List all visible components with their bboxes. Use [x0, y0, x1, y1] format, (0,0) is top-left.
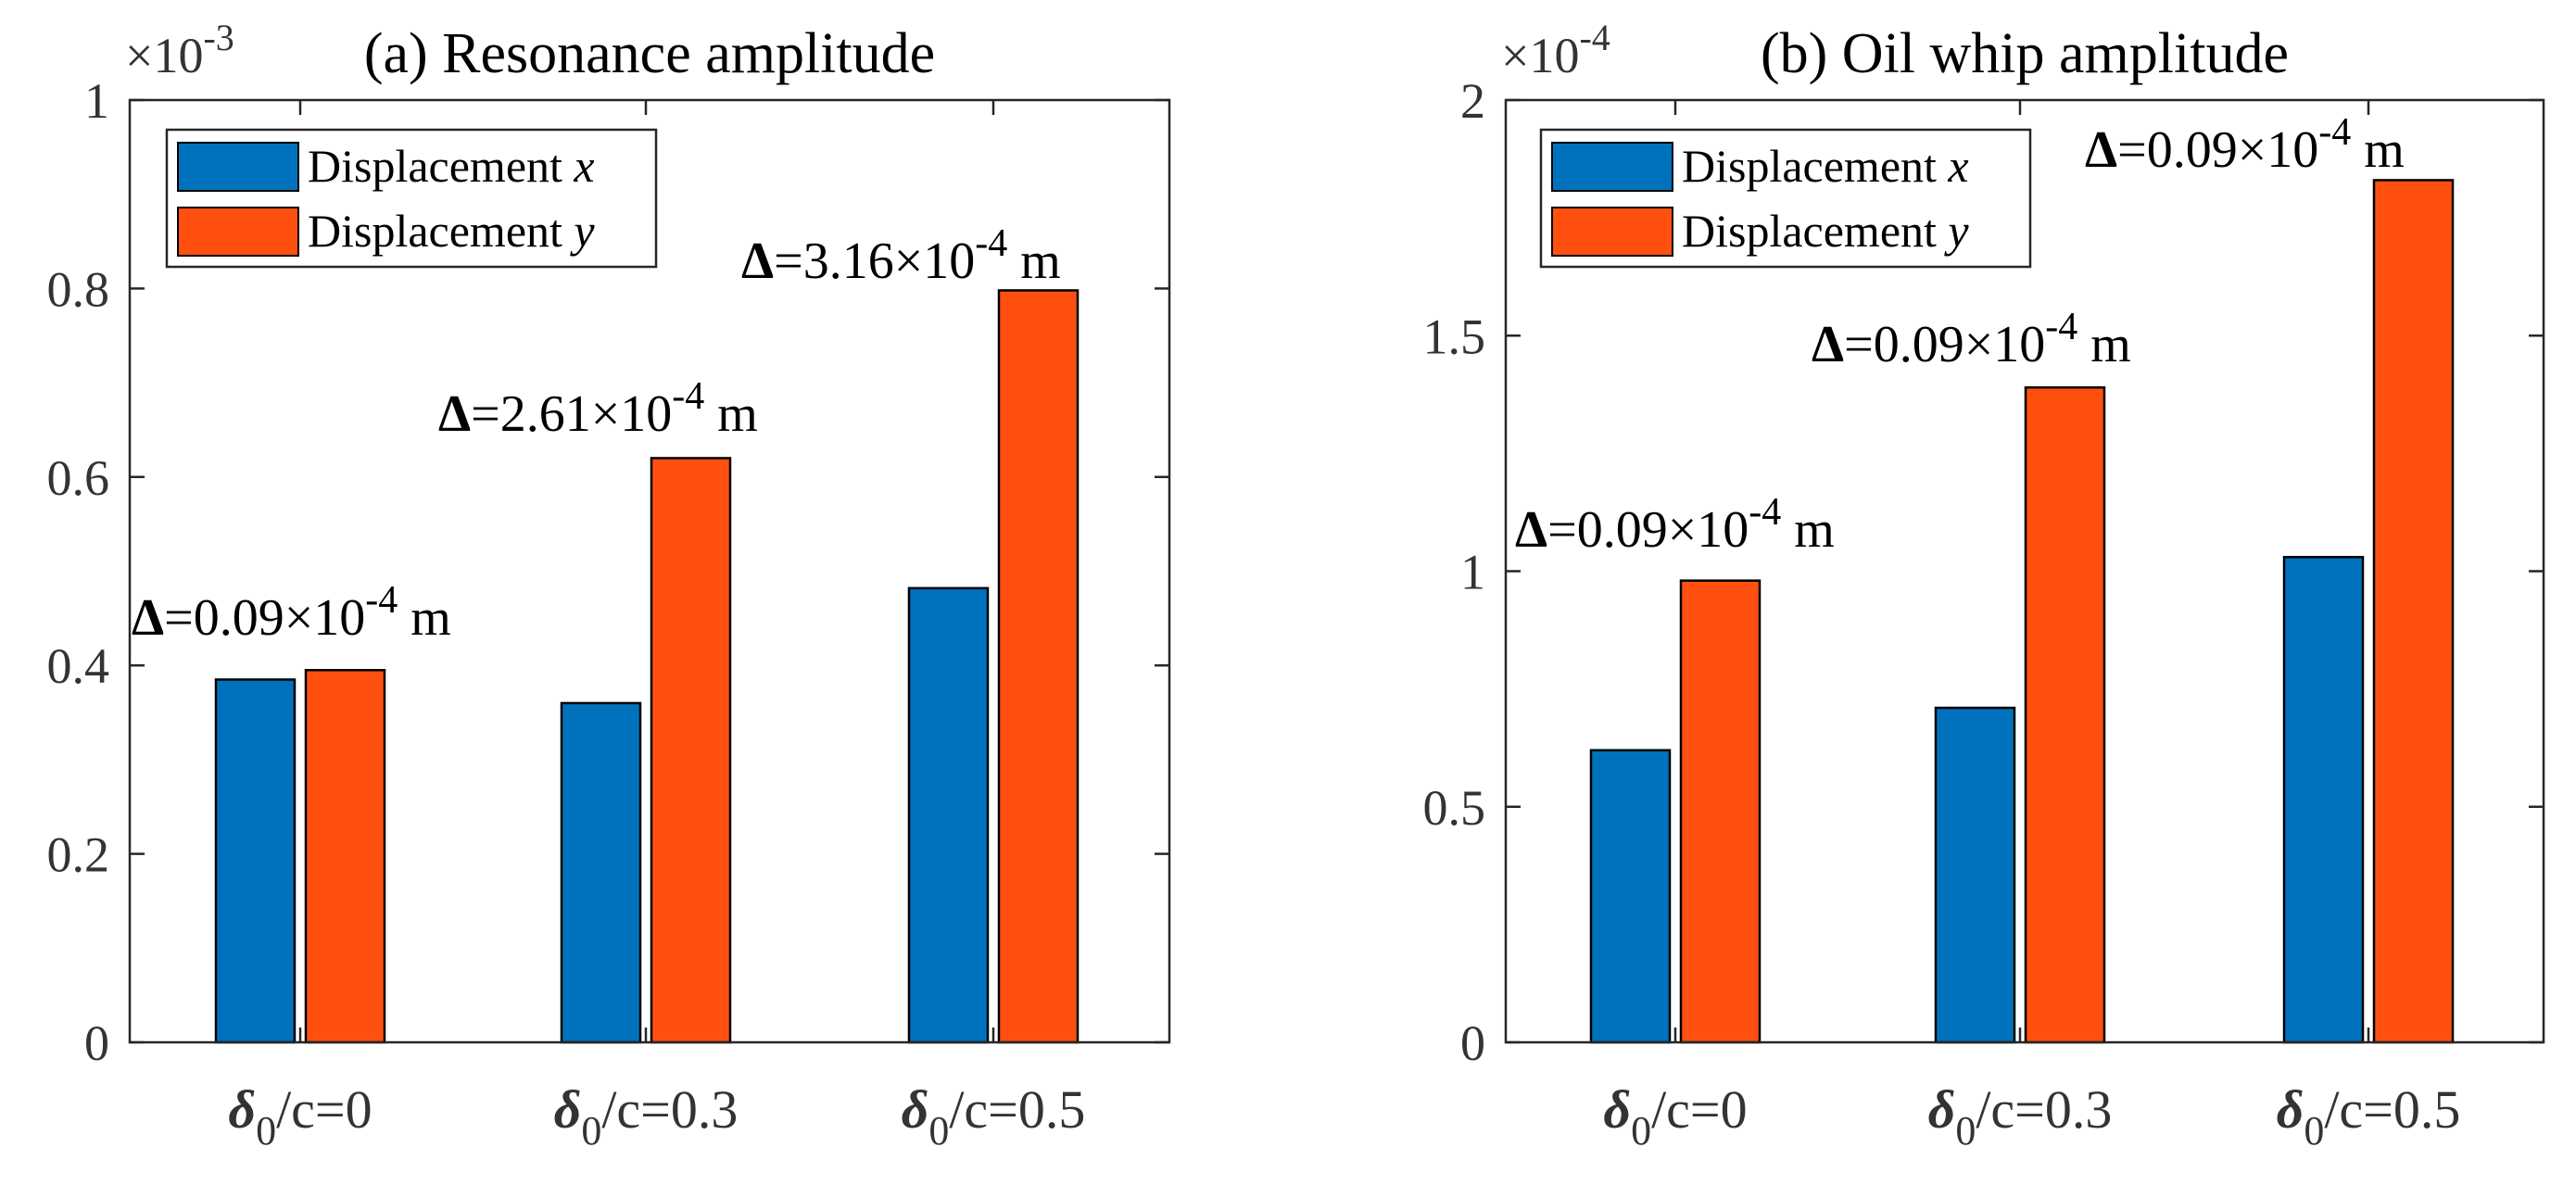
chart-title: (b) Oil whip amplitude: [1761, 22, 2289, 85]
bar-x-1: [560, 701, 642, 1044]
axis-multiplier: ×10-3: [125, 17, 234, 83]
x-tick-label: δ0/c=0: [1603, 1079, 1747, 1153]
delta-annotation-2: Δ=0.09×10-4 m: [2085, 111, 2405, 179]
x-tick-label: δ0/c=0.5: [2277, 1079, 2461, 1153]
y-tick-label: 0.5: [1423, 780, 1486, 836]
legend-label-x: Displacement x: [308, 140, 595, 192]
legend-swatch-y: [177, 207, 299, 257]
legend-swatch-x: [1551, 142, 1673, 192]
bar-y-1: [650, 457, 732, 1044]
chart-title: (a) Resonance amplitude: [364, 22, 935, 85]
x-tick-label: δ0/c=0: [228, 1079, 372, 1153]
legend-swatch-y: [1551, 207, 1673, 257]
delta-annotation-1: Δ=0.09×10-4 m: [1812, 306, 2131, 373]
x-tick-label: δ0/c=0.5: [902, 1079, 1086, 1153]
axis-multiplier: ×10-4: [1501, 17, 1610, 83]
legend-label-y: Displacement y: [308, 205, 595, 257]
y-tick-label: 1: [1460, 545, 1485, 600]
legend: Displacement x Displacement y: [1539, 128, 2032, 269]
bar-x-0: [214, 678, 297, 1044]
delta-annotation-0: Δ=0.09×10-4 m: [1515, 491, 1835, 559]
delta-annotation-0: Δ=0.09×10-4 m: [132, 579, 451, 647]
bar-y-0: [1679, 579, 1762, 1044]
bar-y-2: [997, 289, 1080, 1044]
legend-label-y: Displacement y: [1682, 205, 1969, 257]
x-tick-label: δ0/c=0.3: [554, 1079, 739, 1153]
bar-x-2: [2282, 555, 2365, 1044]
y-tick-label: 0.2: [47, 827, 110, 883]
bar-y-2: [2372, 179, 2455, 1044]
bar-x-0: [1589, 749, 1672, 1044]
y-tick-label: 0.8: [47, 261, 110, 317]
delta-annotation-1: Δ=2.61×10-4 m: [438, 375, 758, 443]
y-tick-label: 0.4: [47, 638, 110, 694]
y-tick-label: 0: [84, 1015, 109, 1071]
y-tick-label: 1: [84, 73, 109, 129]
delta-annotation-2: Δ=3.16×10-4 m: [741, 222, 1061, 290]
y-tick-label: 1.5: [1423, 309, 1486, 364]
bar-x-2: [907, 586, 990, 1044]
y-tick-label: 0.6: [47, 450, 110, 506]
y-tick-label: 2: [1460, 73, 1485, 129]
chart-panel-a: 0 0.2 0.4 0.6 0.8 1 δ0/c=0 δ0/c=0.3 δ0/c=0.5 ×10-…: [47, 17, 1171, 1153]
axes-box: [128, 98, 1171, 1044]
bar-x-1: [1934, 706, 2016, 1044]
legend-label-x: Displacement x: [1682, 140, 1969, 192]
x-tick-label: δ0/c=0.3: [1928, 1079, 2113, 1153]
legend: Displacement x Displacement y: [165, 128, 658, 269]
bar-y-0: [304, 669, 386, 1044]
y-tick-label: 0: [1460, 1015, 1485, 1071]
legend-swatch-x: [177, 142, 299, 192]
chart-panel-b: 0 0.5 1 1.5 2 δ0/c=0 δ0/c=0.3 δ0/c=0.5 ×10-4 (b) …: [1423, 17, 2545, 1153]
bar-y-1: [2024, 385, 2106, 1044]
